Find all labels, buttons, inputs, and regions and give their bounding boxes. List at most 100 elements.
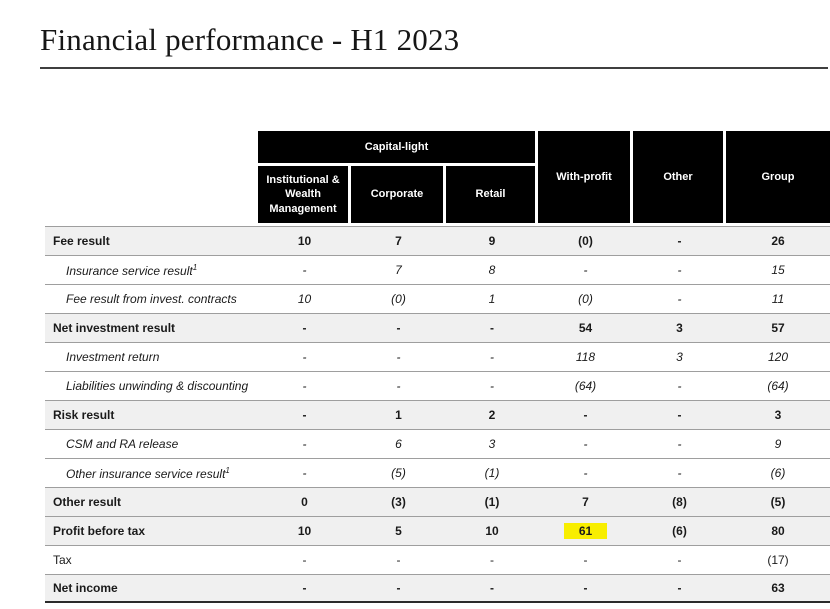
value-cell: - <box>302 379 307 393</box>
column-header-institutional-wealth-management: Institutional & Wealth Management <box>258 166 348 223</box>
value-cell: (0) <box>578 234 593 248</box>
value-cell: - <box>490 379 494 393</box>
table-row: Profit before tax 10 5 10 61 (6) 80 <box>45 516 830 545</box>
page-title: Financial performance - H1 2023 <box>40 22 460 57</box>
value-cell: - <box>302 350 307 364</box>
value-cell: - <box>396 350 401 364</box>
footnote-marker: 1 <box>225 465 230 475</box>
value-cell: - <box>583 466 588 480</box>
row-label: Fee result from invest. contracts <box>66 292 237 306</box>
value-cell: - <box>396 581 401 595</box>
row-label: CSM and RA release <box>66 437 179 451</box>
value-cell: 7 <box>395 234 402 248</box>
value-cell: 3 <box>676 350 683 364</box>
value-cell: - <box>396 379 401 393</box>
value-cell: 7 <box>395 263 402 277</box>
value-cell: - <box>490 350 494 364</box>
value-cell: - <box>302 466 307 480</box>
value-cell: 120 <box>767 350 789 364</box>
value-cell: 1 <box>488 292 496 306</box>
value-cell: - <box>677 466 682 480</box>
value-cell: - <box>302 408 307 422</box>
value-cell: - <box>677 379 682 393</box>
value-cell: - <box>490 553 494 567</box>
value-cell: 9 <box>488 234 496 248</box>
value-cell: (5) <box>770 495 786 509</box>
value-cell: (64) <box>767 379 789 393</box>
row-label: Profit before tax <box>53 524 146 538</box>
value-cell: - <box>396 553 401 567</box>
value-cell: 57 <box>771 321 785 335</box>
value-cell: (6) <box>770 466 786 480</box>
column-header-retail: Retail <box>446 166 535 223</box>
row-label: Tax <box>53 553 72 567</box>
row-label: Net investment result <box>53 321 176 335</box>
value-cell: 10 <box>297 234 312 248</box>
value-cell: - <box>677 581 682 595</box>
value-cell: - <box>677 263 682 277</box>
value-cell: - <box>583 553 588 567</box>
table-row: Insurance service result1 - 7 8 - - 15 <box>45 255 830 284</box>
value-cell: 10 <box>297 292 312 306</box>
column-header-other: Other <box>633 131 723 223</box>
table-header: Capital-light Institutional & Wealth Man… <box>45 131 830 223</box>
value-cell: - <box>677 408 682 422</box>
value-cell: - <box>302 581 307 595</box>
table-row: Net investment result - - - 54 3 57 <box>45 313 830 342</box>
value-cell: - <box>677 292 682 306</box>
table-row: Risk result - 1 2 - - 3 <box>45 400 830 429</box>
value-cell: - <box>583 408 588 422</box>
value-cell: - <box>302 437 307 451</box>
value-cell: - <box>583 437 588 451</box>
value-cell: (1) <box>484 495 500 509</box>
value-cell: - <box>302 263 307 277</box>
value-cell: 63 <box>771 581 785 595</box>
table-row: CSM and RA release - 6 3 - - 9 <box>45 429 830 458</box>
value-cell: - <box>677 234 682 248</box>
row-label: Investment return <box>66 350 160 364</box>
value-cell: 2 <box>488 408 496 422</box>
value-cell: 1 <box>395 408 402 422</box>
value-cell: - <box>583 581 588 595</box>
value-cell: 10 <box>297 524 312 538</box>
value-cell: (3) <box>391 495 406 509</box>
row-label: Insurance service result1 <box>66 262 198 278</box>
title-underline <box>40 67 828 69</box>
table-row: Other insurance service result1 - (5) (1) - -… <box>45 458 830 487</box>
value-cell: 0 <box>301 495 308 509</box>
value-cell: (8) <box>672 495 687 509</box>
row-label: Liabilities unwinding & discounting <box>66 379 249 393</box>
column-header-corporate: Corporate <box>351 166 443 223</box>
row-label: Other result <box>53 495 122 509</box>
table-row: Liabilities unwinding & discounting - - - (6… <box>45 371 830 400</box>
value-cell: 3 <box>774 408 782 422</box>
footnote-marker: 1 <box>192 262 198 272</box>
value-cell: - <box>490 581 494 595</box>
value-cell: 3 <box>488 437 496 451</box>
value-cell: 6 <box>395 437 402 451</box>
value-cell: 9 <box>774 437 782 451</box>
value-cell: - <box>583 263 588 277</box>
column-group-header-capital-light: Capital-light <box>258 131 535 163</box>
value-cell: - <box>490 321 494 335</box>
value-cell: 3 <box>676 321 683 335</box>
table-row: Net income - - - - - 63 <box>45 574 830 603</box>
value-cell: 10 <box>485 524 499 538</box>
column-header-with-profit: With-profit <box>538 131 630 223</box>
table-row: Fee result 10 7 9 (0) - 26 <box>45 226 830 255</box>
row-label: Other insurance service result1 <box>66 465 230 481</box>
value-cell: 15 <box>771 263 785 277</box>
value-cell: - <box>677 553 682 567</box>
table-row: Fee result from invest. contracts 10 (0) 1 (… <box>45 284 830 313</box>
value-cell: (5) <box>391 466 406 480</box>
column-header-group: Group <box>726 131 830 223</box>
value-cell: 5 <box>395 524 402 538</box>
value-cell: 61 <box>538 523 633 539</box>
value-cell: 8 <box>488 263 496 277</box>
value-cell: - <box>677 437 682 451</box>
table-row: Investment return - - - 118 3 120 <box>45 342 830 371</box>
table-row: Tax - - - - - (17) <box>45 545 830 574</box>
financial-table: Capital-light Institutional & Wealth Man… <box>45 131 830 603</box>
value-cell: - <box>302 553 307 567</box>
row-label: Risk result <box>53 408 115 422</box>
